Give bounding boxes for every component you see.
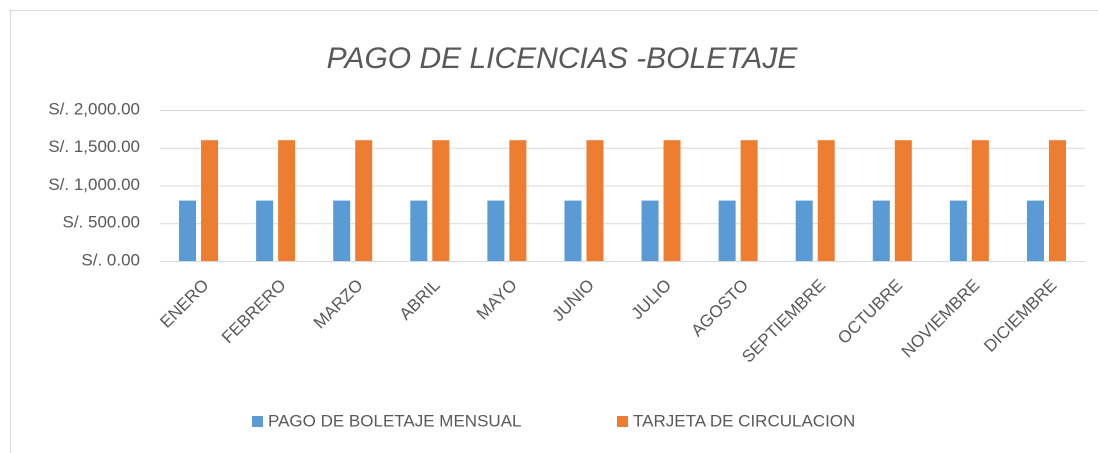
x-tick-label: ENERO (156, 276, 212, 332)
legend-label: TARJETA DE CIRCULACION (633, 411, 855, 430)
x-tick-label: OCTUBRE (834, 276, 906, 348)
y-tick-label: S/. 500.00 (62, 213, 140, 232)
bar (179, 200, 197, 261)
y-tick-label: S/. 1,000.00 (48, 175, 140, 194)
bar (718, 200, 736, 261)
bar (564, 200, 582, 261)
y-tick-label: S/. 1,500.00 (48, 137, 140, 156)
legend-swatch (617, 416, 628, 427)
bar (201, 140, 219, 261)
x-tick-label: NOVIEMBRE (898, 276, 984, 362)
bar (410, 200, 428, 261)
bar (278, 140, 296, 261)
x-tick-label: AGOSTO (687, 276, 752, 341)
bar (894, 140, 912, 261)
x-tick-label: FEBRERO (218, 276, 290, 348)
bar (1048, 140, 1066, 261)
legend-label: PAGO DE BOLETAJE MENSUAL (268, 411, 522, 430)
bar (971, 140, 989, 261)
bar (641, 200, 659, 261)
bar (817, 140, 835, 261)
bar (795, 200, 813, 261)
y-tick-label: S/. 0.00 (81, 250, 140, 269)
bar (487, 200, 505, 261)
bar (432, 140, 450, 261)
bar (740, 140, 758, 261)
bar (509, 140, 527, 261)
x-tick-label: ABRIL (396, 276, 444, 324)
bar (333, 200, 351, 261)
x-tick-label: MARZO (310, 276, 367, 333)
x-tick-label: JUNIO (548, 276, 597, 325)
bar (1026, 200, 1044, 261)
bar (872, 200, 890, 261)
chart-frame (10, 10, 1098, 453)
x-tick-label: DICIEMBRE (980, 276, 1060, 356)
bar (355, 140, 373, 261)
bar (663, 140, 681, 261)
x-tick-label: JULIO (628, 276, 676, 324)
legend-swatch (252, 416, 263, 427)
y-tick-label: S/. 2,000.00 (48, 99, 140, 118)
bar (949, 200, 967, 261)
bar (586, 140, 604, 261)
chart-title: PAGO DE LICENCIAS -BOLETAJE (327, 42, 799, 75)
x-tick-label: MAYO (473, 276, 521, 324)
bar (256, 200, 274, 261)
